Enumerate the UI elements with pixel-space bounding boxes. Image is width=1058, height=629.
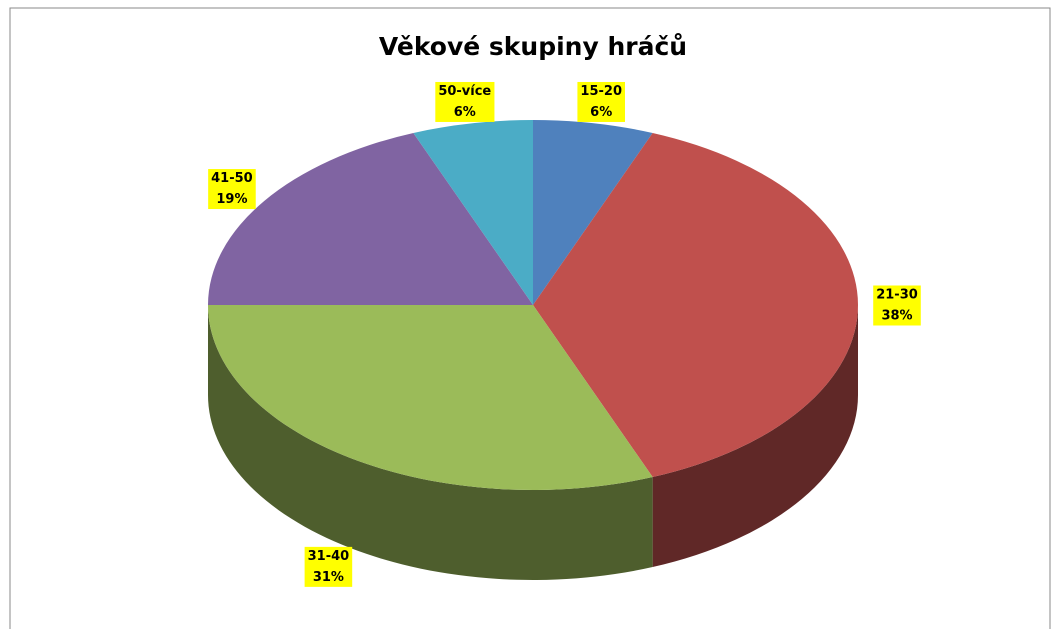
chart-title: Věkové skupiny hráčů [379,32,687,61]
label-bg [435,81,495,122]
label-value: 19% [216,192,247,207]
label-value: 6% [590,105,612,120]
slice [413,120,533,305]
label-category: 50-více [438,84,491,99]
label-value: 31% [313,570,344,585]
data-label: 31-40 31% [304,546,353,587]
label-category: 31-40 [308,549,350,564]
label-value: 6% [454,105,476,120]
slice-side [208,305,653,580]
label-bg [577,81,625,122]
slice-side [652,305,858,568]
data-label: 41-50 19% [208,169,256,210]
slice [208,132,533,305]
slice [533,120,653,305]
label-bg [304,546,353,587]
label-category: 21-30 [876,288,918,303]
label-value: 38% [881,309,912,324]
label-category: 15-20 [580,84,622,99]
label-category: 41-50 [211,171,253,186]
data-label: 21-30 38% [873,285,921,326]
label-bg [208,169,256,210]
label-bg [873,285,921,326]
data-label: 15-20 6% [577,81,625,122]
slice [533,132,858,478]
data-label: 50-více 6% [435,81,495,122]
slice [208,305,653,490]
